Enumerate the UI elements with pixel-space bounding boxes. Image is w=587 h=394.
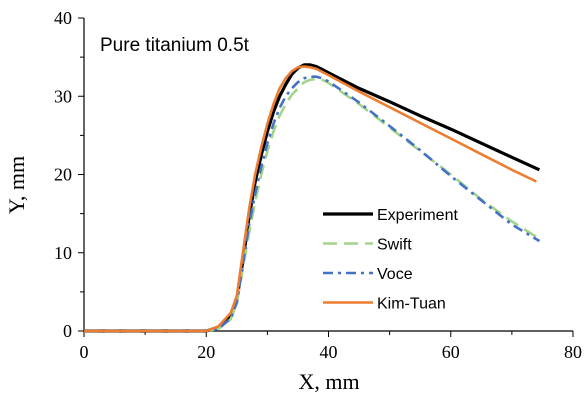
legend: Experiment Swift Voce Kim-Tuan	[323, 207, 458, 313]
x-tick-label: 60	[442, 342, 460, 362]
plot-area: 0 20 40 60 80 0 10 20 30 40	[54, 8, 582, 362]
y-tick-label: 20	[54, 165, 72, 185]
y-tick-label: 0	[63, 321, 72, 341]
legend-label: Voce	[377, 266, 413, 283]
y-tick-label: 10	[54, 243, 72, 263]
x-tick-label: 20	[197, 342, 215, 362]
series-line-voce	[84, 75, 541, 333]
series-line-experiment	[84, 63, 541, 333]
y-axis-title: Y, mm	[4, 156, 29, 214]
series-layer	[84, 63, 541, 333]
x-tick-label: 0	[80, 342, 89, 362]
ticks: 0 20 40 60 80 0 10 20 30 40	[54, 8, 582, 362]
legend-label: Kim-Tuan	[377, 296, 446, 313]
y-tick-label: 40	[54, 8, 72, 28]
series-line-kim-tuan	[84, 65, 537, 333]
chart-annotation: Pure titanium 0.5t	[100, 35, 250, 56]
legend-label: Swift	[377, 237, 412, 254]
x-axis-title: X, mm	[298, 369, 359, 394]
legend-label: Experiment	[377, 207, 458, 224]
x-tick-label: 80	[564, 342, 582, 362]
y-tick-label: 30	[54, 86, 72, 106]
x-tick-label: 40	[320, 342, 338, 362]
series-line-swift	[84, 77, 541, 333]
